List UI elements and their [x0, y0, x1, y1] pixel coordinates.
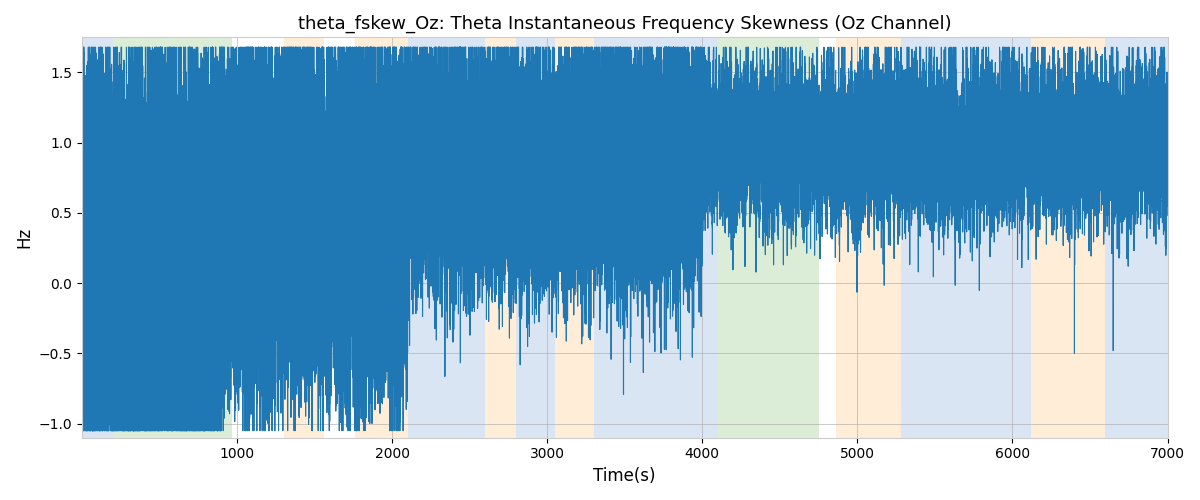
- Bar: [113, 38, 233, 438]
- Bar: [485, 38, 516, 438]
- X-axis label: Time(s): Time(s): [594, 467, 656, 485]
- Bar: [408, 38, 485, 438]
- Title: theta_fskew_Oz: Theta Instantaneous Frequency Skewness (Oz Channel): theta_fskew_Oz: Theta Instantaneous Freq…: [298, 15, 952, 34]
- Bar: [283, 38, 324, 438]
- Bar: [901, 38, 1031, 438]
- Bar: [1105, 38, 1168, 438]
- Bar: [594, 38, 702, 438]
- Bar: [835, 38, 901, 438]
- Bar: [516, 38, 554, 438]
- Y-axis label: Hz: Hz: [14, 227, 32, 248]
- Bar: [554, 38, 594, 438]
- Bar: [355, 38, 408, 438]
- Bar: [1031, 38, 1105, 438]
- Bar: [702, 38, 718, 438]
- Bar: [718, 38, 818, 438]
- Bar: [82, 38, 113, 438]
